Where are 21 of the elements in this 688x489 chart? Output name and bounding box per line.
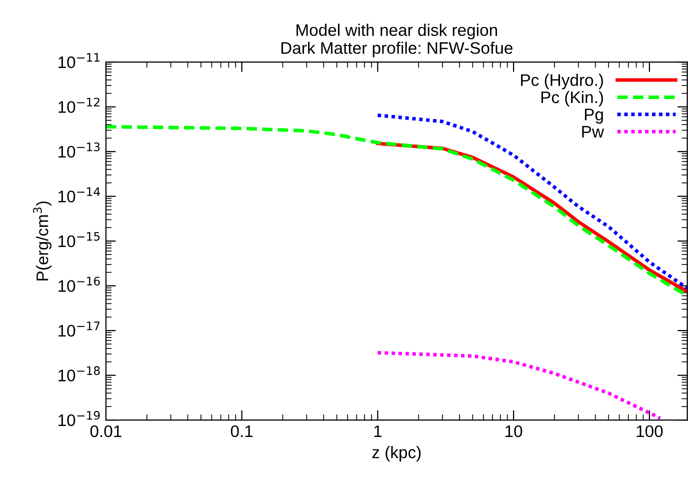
x-tick-label: 0.01 — [90, 425, 122, 438]
legend-label: Pc (Hydro.) — [521, 74, 603, 90]
legend-label: Pg — [584, 108, 603, 124]
y-tick-label: 10$^{−12}$ — [58, 98, 100, 113]
y-tick-label: 10$^{−19}$ — [58, 410, 100, 426]
x-tick-label: 1 — [374, 426, 382, 437]
x-tick-label: 100 — [636, 425, 663, 438]
y-tick-label: 10$^{−13}$ — [58, 142, 100, 158]
x-tick-label: 10 — [506, 425, 522, 438]
y-tick-label: 10$^{−11}$ — [58, 53, 100, 68]
y-tick-label: 10$^{−17}$ — [58, 322, 100, 337]
y-tick-label: 10$^{−15}$ — [58, 232, 100, 248]
y-tick-label: 10$^{−16}$ — [58, 276, 100, 292]
legend-label: Pc (Kin.) — [541, 90, 603, 106]
x-axis-title: z (kpc) — [372, 446, 421, 462]
legend-label: Pw — [582, 126, 604, 138]
x-tick-label: 0.1 — [230, 425, 253, 438]
y-axis-title: P(erg/cm$^{3}$) — [33, 202, 52, 280]
y-tick-label: 10$^{−18}$ — [58, 366, 100, 382]
y-tick-label: 10$^{−14}$ — [58, 187, 100, 202]
chart-title: Model with near disk region Dark Matter profile: NFW-Sofue — [281, 24, 512, 58]
